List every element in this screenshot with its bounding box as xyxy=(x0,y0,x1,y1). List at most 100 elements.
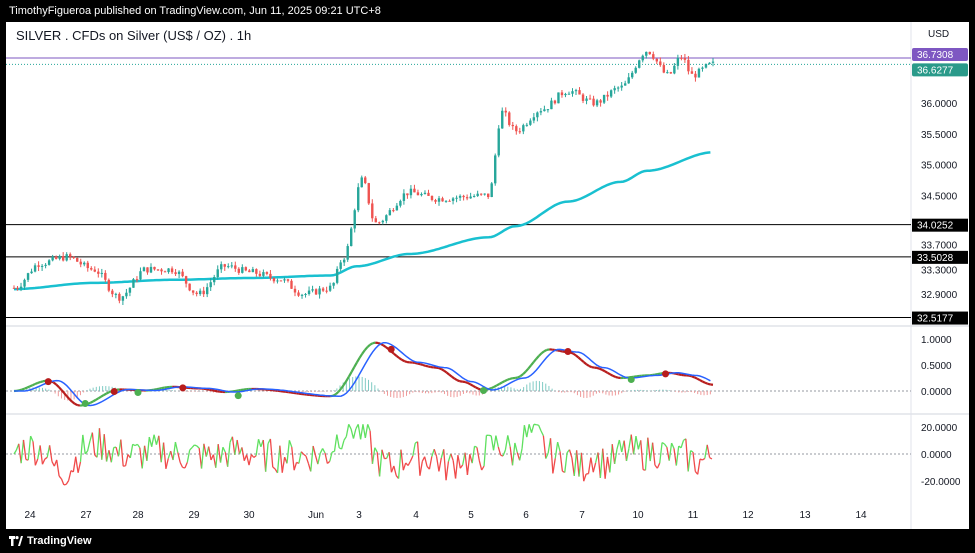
chart-svg[interactable]: 34.0252 33.5028 32.5177 36.0000 35.5000 35.00… xyxy=(6,22,969,529)
candle-body xyxy=(708,62,711,64)
price-badge xyxy=(912,47,968,61)
time-axis-label: 10 xyxy=(632,510,644,521)
lower-indicator-line xyxy=(511,442,516,466)
lower-indicator-line xyxy=(497,446,502,456)
oscillator-main-line xyxy=(342,380,348,386)
candle-body xyxy=(486,193,490,198)
candle-body xyxy=(100,272,104,274)
candle-body xyxy=(33,265,37,272)
oscillator-main-line xyxy=(688,374,693,378)
candle-body xyxy=(409,188,413,196)
candle-body xyxy=(61,256,65,261)
candle-body xyxy=(581,94,585,101)
price-badge xyxy=(912,63,968,77)
candle-body xyxy=(195,292,198,295)
lower-indicator-line xyxy=(167,450,172,459)
oscillator-main-line xyxy=(451,375,456,380)
oscillator-main-line xyxy=(453,377,458,382)
lower-indicator-line xyxy=(46,445,51,458)
lower-indicator-line xyxy=(367,424,371,431)
oscillator-main-line xyxy=(89,400,94,404)
lower-indicator-line xyxy=(369,430,374,464)
candle-body xyxy=(181,271,184,277)
lower-indicator-line xyxy=(172,441,177,461)
lower-indicator-line xyxy=(554,442,559,459)
lower-indicator-line xyxy=(27,435,32,461)
candle-body xyxy=(258,273,262,276)
candle-body xyxy=(107,279,111,291)
oscillator-main-line xyxy=(422,363,426,367)
oscillator-main-line xyxy=(588,364,593,369)
candle-body xyxy=(687,59,690,72)
candle-body xyxy=(472,196,476,198)
lower-indicator-line xyxy=(557,441,561,452)
candle-body xyxy=(360,177,363,188)
lower-indicator-line xyxy=(509,446,514,466)
lower-indicator-line xyxy=(666,447,670,461)
lower-indicator-line xyxy=(587,457,592,474)
lower-indicator-line xyxy=(60,478,65,486)
oscillator-main-line xyxy=(601,368,606,373)
lower-indicator-line xyxy=(483,435,488,467)
chart-area[interactable]: 34.0252 33.5028 32.5177 36.0000 35.5000 35.00… xyxy=(6,22,969,529)
candle-body xyxy=(272,278,276,282)
oscillator-main-line xyxy=(498,381,503,385)
lower-indicator-line xyxy=(609,444,613,473)
lower-indicator-line xyxy=(103,434,108,462)
candle-body xyxy=(392,210,395,212)
candle-body xyxy=(297,292,300,296)
lower-indicator-line xyxy=(231,436,236,455)
candle-body xyxy=(188,283,191,291)
time-axis-label: 4 xyxy=(413,510,419,521)
candle-body xyxy=(216,269,219,278)
candle-body xyxy=(518,131,522,133)
lower-indicator-line xyxy=(362,424,366,439)
candle-body xyxy=(265,272,269,274)
candle-body xyxy=(455,197,458,199)
oscillator-main-line xyxy=(92,398,97,403)
footer-brand: TradingView xyxy=(27,535,92,547)
oscillator-main-line xyxy=(469,383,474,387)
lower-indicator-line xyxy=(640,440,644,470)
oscillator-main-line xyxy=(425,364,429,368)
candle-body xyxy=(595,100,599,106)
lower-indicator-line xyxy=(336,434,340,448)
oscillator-main-line xyxy=(456,379,461,383)
oscillator-main-line xyxy=(21,387,25,391)
candle-body xyxy=(483,193,486,195)
lower-indicator-line xyxy=(194,444,198,447)
lower-indicator-line xyxy=(75,456,79,473)
lower-indicator-line xyxy=(521,425,526,449)
candle-body xyxy=(423,192,427,194)
candle-body xyxy=(118,293,121,301)
lower-indicator-line xyxy=(699,458,703,461)
candle-body xyxy=(283,279,286,281)
oscillator-cross-marker xyxy=(387,345,395,353)
lower-indicator-line xyxy=(217,444,222,463)
lower-indicator-line xyxy=(340,440,345,450)
lower-indicator-line xyxy=(697,458,701,475)
candle-body xyxy=(550,100,553,110)
candle-body xyxy=(16,287,19,289)
candle-body xyxy=(350,228,353,247)
oscillator-main-line xyxy=(340,384,345,390)
lower-indicator-line xyxy=(514,442,518,453)
candle-body xyxy=(543,109,546,112)
oscillator-main-line xyxy=(691,375,695,379)
lower-indicator-line xyxy=(536,424,539,426)
oscillator-main-line xyxy=(60,389,65,394)
candle-body xyxy=(234,265,237,269)
lower-indicator-line xyxy=(148,436,153,447)
oscillator-main-line xyxy=(440,368,445,372)
candle-body xyxy=(620,85,623,88)
lower-indicator-line xyxy=(84,450,89,455)
lower-indicator-line xyxy=(412,443,416,457)
candle-body xyxy=(125,292,128,297)
lower-indicator-line xyxy=(661,442,665,445)
candle-body xyxy=(163,271,167,273)
oscillator-main-line xyxy=(694,376,698,380)
oscillator-main-line xyxy=(496,383,500,387)
candle-body xyxy=(276,280,279,282)
lower-indicator-line xyxy=(692,451,696,472)
lower-indicator-line xyxy=(357,424,362,440)
